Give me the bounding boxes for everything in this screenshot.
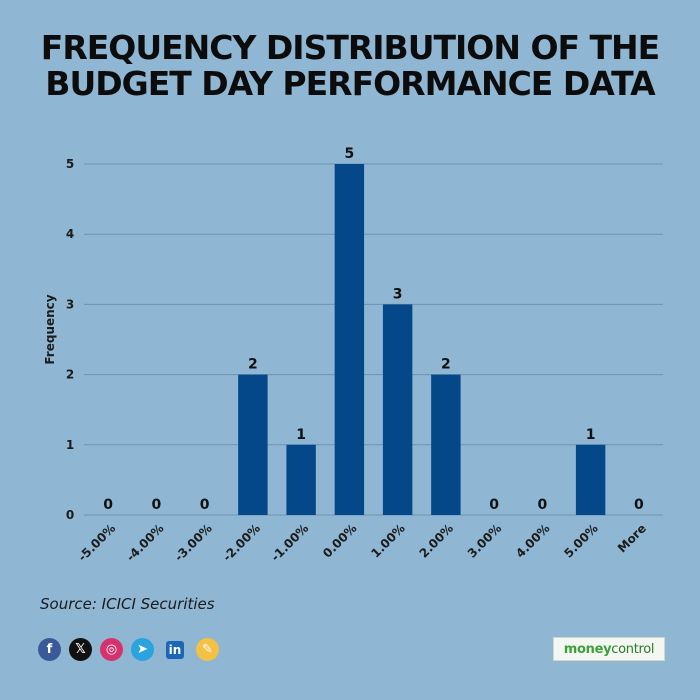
bar: [382, 304, 413, 515]
x-tick-label: 5.00%: [561, 521, 600, 560]
linkedin-glyph: in: [165, 640, 185, 659]
source-note: Source: ICICI Securities: [40, 595, 215, 613]
instagram-icon[interactable]: ◎: [100, 638, 123, 661]
bar: [431, 374, 461, 515]
bars: [238, 164, 606, 515]
bar: [286, 444, 316, 515]
data-label: 0: [103, 497, 113, 513]
x-tick-label: -4.00%: [124, 521, 167, 564]
koo-icon[interactable]: ✎: [196, 638, 219, 661]
chart-title-line-2: BUDGET DAY PERFORMANCE DATA: [45, 64, 655, 103]
moneycontrol-logo[interactable]: money control: [553, 637, 665, 661]
gridlines: [84, 163, 663, 516]
x-tick-label: 1.00%: [368, 521, 407, 560]
bar: [238, 374, 268, 515]
chart-title-line-1: FREQUENCY DISTRIBUTION OF THE: [40, 28, 660, 67]
data-label: 5: [345, 146, 355, 162]
facebook-icon[interactable]: f: [38, 638, 61, 661]
data-label: 0: [538, 497, 548, 513]
data-label: 0: [634, 497, 644, 513]
x-tick-label: 3.00%: [465, 521, 504, 560]
y-tick-label: 2: [66, 368, 74, 382]
x-tick-label: 0.00%: [320, 521, 359, 560]
y-tick-label: 0: [66, 508, 74, 522]
data-label: 2: [441, 357, 451, 373]
x-axis-ticks: -5.00% -4.00% -3.00% -2.00% -1.00% 0.00% 1.00%…: [75, 521, 649, 564]
x-tick-label: -2.00%: [220, 521, 263, 564]
bar: [575, 444, 606, 515]
x-tick-label: -5.00%: [75, 521, 118, 564]
x-icon[interactable]: 𝕏: [69, 638, 92, 661]
x-tick-label: More: [615, 521, 649, 555]
data-label: 1: [586, 427, 596, 443]
y-axis-ticks: 0 1 2 3 4 5: [66, 157, 74, 522]
bar: [334, 164, 365, 515]
social-links: f 𝕏 ◎ ➤ in ✎: [38, 638, 219, 661]
logo-part-1: money: [563, 641, 612, 657]
y-tick-label: 3: [66, 297, 74, 311]
data-label: 0: [152, 497, 162, 513]
x-tick-label: -1.00%: [268, 521, 311, 564]
x-tick-label: -3.00%: [172, 521, 215, 564]
data-label: 0: [489, 497, 499, 513]
logo-part-2: control: [611, 641, 655, 657]
data-labels: 0 0 0 2 1 5 3 2 0 0 1 0: [103, 146, 644, 513]
linkedin-icon[interactable]: in: [162, 638, 188, 661]
data-label: 1: [296, 427, 306, 443]
y-tick-label: 1: [66, 438, 74, 452]
x-tick-label: 4.00%: [513, 521, 552, 560]
y-tick-label: 4: [66, 227, 74, 241]
x-tick-label: 2.00%: [417, 521, 456, 560]
data-label: 2: [248, 357, 258, 373]
telegram-icon[interactable]: ➤: [131, 638, 154, 661]
data-label: 0: [200, 497, 210, 513]
y-tick-label: 5: [66, 157, 74, 171]
bar-chart: 0 1 2 3 4 5 -5.00% -4.00% -3.00% -2.00% -1.00% 0.0…: [43, 146, 663, 564]
chart-title: FREQUENCY DISTRIBUTION OF THE BUDGET DAY…: [0, 30, 700, 102]
y-axis-label: Frequency: [43, 294, 57, 364]
data-label: 3: [393, 286, 403, 302]
